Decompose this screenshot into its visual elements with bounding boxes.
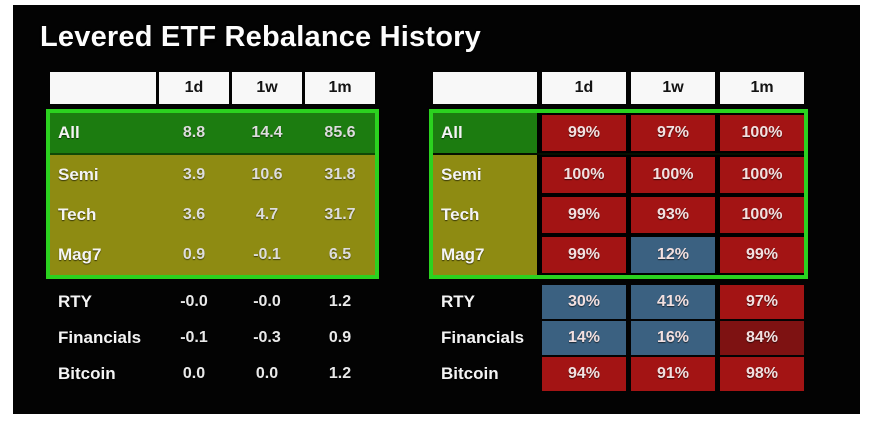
table-row-bitcoin: Bitcoin 0.0 0.0 1.2 [50,357,375,391]
row-label: Mag7 [58,245,102,264]
row-label: Mag7 [433,235,537,275]
percent-lower-rows: RTY 30% 41% 97% Financials 14% 16% 84% B… [433,285,804,391]
table-row-all: All 8.8 14.4 85.6 [50,113,375,155]
returns-lower-rows: RTY -0.0 -0.0 1.2 Financials -0.1 -0.3 0… [50,285,375,391]
table-row-rty: RTY 30% 41% 97% [433,285,804,319]
percent-header-row: 1d 1w 1m [433,72,804,104]
value-cell: 3.6 [182,206,206,223]
value-cell: 0.9 [328,329,352,346]
value-cell: -0.0 [253,293,281,310]
table-row-tech: Tech 3.6 4.7 31.7 [50,195,375,235]
percent-cell: 98% [720,357,804,391]
returns-header-1d: 1d [159,72,229,104]
percent-cell: 99% [542,237,626,273]
percent-cell: 91% [631,357,715,391]
returns-header-row: 1d 1w 1m [50,72,375,104]
value-cell: -0.1 [180,329,208,346]
percent-cell: 16% [631,321,715,355]
value-cell: 14.4 [251,124,283,141]
percent-table: 1d 1w 1m All 99% 97% 100% Semi 100% 100%… [429,72,808,391]
percent-cell: 99% [542,197,626,233]
row-label: Tech [433,195,537,235]
row-label: RTY [441,292,475,311]
row-label: Semi [433,155,537,195]
row-label: All [433,113,537,153]
percent-cell: 99% [542,115,626,151]
percent-cell: 100% [720,115,804,151]
percent-cell: 84% [720,321,804,355]
table-row-mag7: Mag7 0.9 -0.1 6.5 [50,235,375,275]
value-cell: 6.5 [328,246,352,263]
value-cell: 4.7 [255,206,279,223]
percent-header-blank [433,72,537,104]
value-cell: 1.2 [328,365,352,382]
percent-cell: 14% [542,321,626,355]
value-cell: 3.9 [182,166,206,183]
table-row-financials: Financials 14% 16% 84% [433,321,804,355]
table-row-bitcoin: Bitcoin 94% 91% 98% [433,357,804,391]
row-label: Bitcoin [441,364,499,383]
percent-cell: 97% [720,285,804,319]
table-row-all: All 99% 97% 100% [433,113,804,155]
row-label: Financials [58,328,142,347]
percent-highlight-block: All 99% 97% 100% Semi 100% 100% 100% Tec… [429,109,808,279]
table-row-mag7: Mag7 99% 12% 99% [433,235,804,275]
percent-header-1m: 1m [720,72,804,104]
percent-cell: 100% [631,157,715,193]
percent-cell: 99% [720,237,804,273]
percent-cell: 100% [720,197,804,233]
returns-highlight-block: All 8.8 14.4 85.6 Semi 3.9 10.6 31.8 Tec… [46,109,379,279]
table-row-tech: Tech 99% 93% 100% [433,195,804,235]
row-label: Semi [58,165,99,184]
table-row-financials: Financials -0.1 -0.3 0.9 [50,321,375,355]
row-label: RTY [58,292,92,311]
value-cell: -0.1 [253,246,281,263]
row-label: Bitcoin [58,364,116,383]
dashboard-panel: Levered ETF Rebalance History 1d 1w 1m A… [13,5,860,414]
percent-cell: 100% [542,157,626,193]
value-cell: 31.7 [324,206,356,223]
value-cell: 8.8 [182,124,206,141]
returns-table: 1d 1w 1m All 8.8 14.4 85.6 Semi 3.9 10.6… [46,72,379,391]
percent-cell: 97% [631,115,715,151]
value-cell: 31.8 [324,166,356,183]
value-cell: 0.0 [255,365,279,382]
percent-cell: 94% [542,357,626,391]
percent-header-1d: 1d [542,72,626,104]
value-cell: 0.0 [182,365,206,382]
value-cell: 85.6 [324,124,356,141]
row-label: Financials [441,328,525,347]
value-cell: 1.2 [328,293,352,310]
value-cell: -0.0 [180,293,208,310]
percent-header-1w: 1w [631,72,715,104]
percent-cell: 12% [631,237,715,273]
page-title: Levered ETF Rebalance History [40,21,481,53]
returns-header-1m: 1m [305,72,375,104]
value-cell: 0.9 [182,246,206,263]
value-cell: 10.6 [251,166,283,183]
percent-cell: 100% [720,157,804,193]
row-label: All [58,123,80,142]
returns-header-blank [50,72,156,104]
table-row-rty: RTY -0.0 -0.0 1.2 [50,285,375,319]
percent-cell: 41% [631,285,715,319]
percent-cell: 93% [631,197,715,233]
percent-cell: 30% [542,285,626,319]
table-row-semi: Semi 100% 100% 100% [433,155,804,195]
value-cell: -0.3 [253,329,281,346]
table-row-semi: Semi 3.9 10.6 31.8 [50,155,375,195]
row-label: Tech [58,205,97,224]
returns-header-1w: 1w [232,72,302,104]
